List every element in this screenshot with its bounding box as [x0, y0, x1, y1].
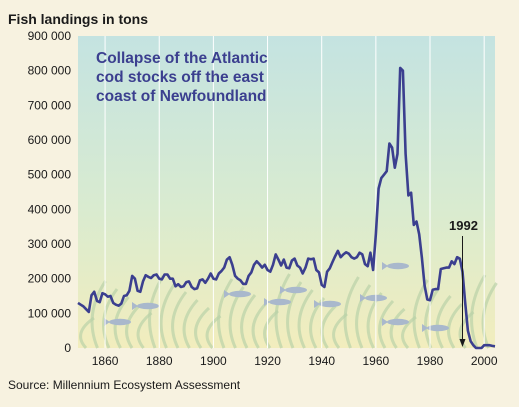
x-tick-label: 1940: [308, 354, 335, 368]
seaweed-strand: [274, 273, 291, 349]
fish-icon: [422, 324, 449, 332]
annotation-label: 1992: [449, 218, 478, 233]
annotation-1992: 1992: [449, 218, 478, 347]
seaweed-strand: [297, 289, 314, 349]
seaweed-strand: [309, 297, 326, 349]
x-tick-label: 1900: [200, 354, 227, 368]
fish-icon: [314, 300, 341, 308]
fish-icon: [224, 290, 251, 298]
y-tick-label: 500 000: [28, 168, 72, 182]
seaweed-strand: [194, 306, 211, 349]
seaweed-strand: [378, 299, 395, 349]
y-tick-label: 100 000: [28, 306, 72, 320]
x-tick-label: 1920: [254, 354, 281, 368]
seaweed-strand: [343, 276, 360, 349]
y-tick-label: 800 000: [28, 64, 72, 78]
series-line-cod-landings: [77, 66, 496, 350]
x-tick-labels: 1860 1880 1900 1920 1940 1960 1980 2000: [92, 354, 498, 368]
seaweed-strand: [251, 301, 268, 349]
seaweed-strand: [320, 304, 337, 349]
y-tick-label: 600 000: [28, 133, 72, 147]
y-tick-labels: 0 100 000 200 000 300 000 400 000 500 000 600 …: [28, 29, 72, 355]
x-tick-label: 1980: [417, 354, 444, 368]
seaweed-strand: [240, 294, 257, 349]
y-tick-label: 200 000: [28, 272, 72, 286]
y-axis-title: Fish landings in tons: [8, 11, 148, 27]
fish-icon: [382, 262, 409, 270]
seaweed-strand: [182, 298, 199, 349]
y-tick-label: 700 000: [28, 98, 72, 112]
x-tick-label: 1960: [363, 354, 390, 368]
chart-title: Collapse of the Atlantic cod stocks off …: [96, 50, 272, 105]
y-tick-label: 300 000: [28, 237, 72, 251]
seaweed-strand: [435, 295, 452, 349]
seaweed-decoration: [79, 273, 498, 350]
fish-icon: [382, 318, 409, 326]
seaweed-strand: [171, 291, 188, 349]
seaweed-strand: [470, 274, 487, 349]
y-tick-label: 400 000: [28, 202, 72, 216]
x-tick-label: 1880: [146, 354, 173, 368]
seaweed-strand: [355, 284, 372, 349]
seaweed-strand: [217, 278, 234, 349]
fish-icon: [280, 286, 307, 294]
seaweed-strand: [481, 282, 498, 349]
x-tick-label: 1860: [92, 354, 119, 368]
annotation-arrowhead: [459, 339, 466, 347]
seaweed-strand: [389, 307, 406, 349]
y-tick-label: 0: [64, 341, 71, 355]
x-tick-label: 2000: [471, 354, 498, 368]
seaweed-strand: [424, 287, 441, 349]
fish-icon: [264, 298, 291, 306]
seaweed-strand: [159, 283, 176, 349]
seaweed-strand: [90, 280, 107, 349]
fish-icon: [132, 302, 159, 310]
seaweed-strand: [125, 303, 142, 349]
seaweed-strand: [447, 302, 464, 349]
fish-decoration: [104, 262, 449, 332]
source-note: Source: Millennium Ecosystem Assessment: [8, 378, 241, 392]
y-tick-label: 900 000: [28, 29, 72, 43]
